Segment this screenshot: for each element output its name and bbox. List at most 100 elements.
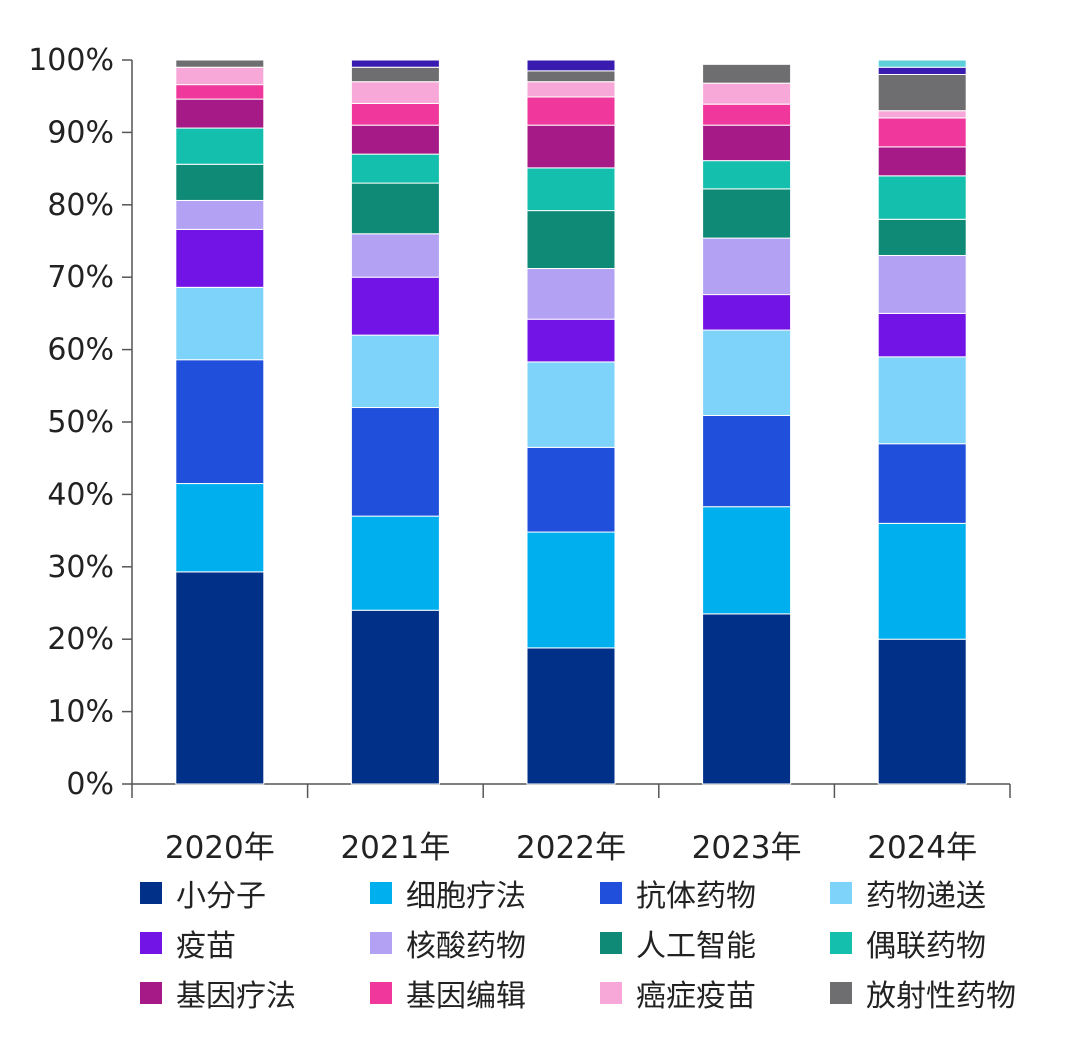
- legend-swatch: [600, 882, 622, 904]
- bar-segment: [702, 82, 792, 105]
- bar-segment: [350, 276, 440, 336]
- bar-segment: [702, 414, 792, 508]
- legend-swatch: [830, 882, 852, 904]
- bar-segment: [702, 124, 792, 162]
- bar-segment: [350, 66, 440, 83]
- legend-label: 药物递送: [866, 879, 986, 914]
- legend-swatch: [830, 932, 852, 954]
- legend-label: 人工智能: [636, 929, 756, 964]
- bar-segment: [702, 613, 792, 785]
- bar-segment: [702, 294, 792, 331]
- bar-segment: [702, 188, 792, 239]
- bar-segment: [702, 237, 792, 296]
- y-tick-label: 40%: [47, 477, 114, 512]
- bar-segment: [350, 182, 440, 235]
- bar-segment: [175, 199, 265, 230]
- bar-segment: [877, 146, 967, 177]
- y-tick-label: 0%: [66, 767, 114, 802]
- bar-segment: [877, 110, 967, 119]
- x-tick-label: 2023年: [692, 830, 802, 866]
- legend-item: 人工智能: [600, 922, 830, 964]
- bar-segment: [350, 124, 440, 155]
- legend-label: 基因编辑: [406, 979, 526, 1014]
- legend-label: 偶联药物: [866, 929, 986, 964]
- y-tick-label: 60%: [47, 333, 114, 368]
- legend-label: 抗体药物: [636, 879, 756, 914]
- bar-segment: [526, 210, 616, 270]
- bar-segment: [350, 81, 440, 104]
- bar-segment: [877, 117, 967, 148]
- bar-segment: [702, 103, 792, 126]
- bar-segment: [350, 102, 440, 126]
- bar-segment: [526, 268, 616, 320]
- legend-item: 细胞疗法: [370, 872, 600, 914]
- y-tick-label: 100%: [28, 43, 114, 78]
- legend-swatch: [140, 932, 162, 954]
- legend-label: 核酸药物: [406, 929, 526, 964]
- legend-swatch: [370, 882, 392, 904]
- bar-segment: [350, 233, 440, 278]
- bar-segment: [526, 81, 616, 98]
- bar-segment: [350, 407, 440, 517]
- bar-segment: [526, 361, 616, 448]
- bar-segment: [175, 59, 265, 68]
- legend-item: 疫苗: [140, 922, 370, 964]
- x-tick-label: 2020年: [165, 830, 275, 866]
- legend-label: 基因疗法: [176, 979, 296, 1014]
- bar-segment: [526, 647, 616, 785]
- x-tick-label: 2024年: [867, 830, 977, 866]
- legend-label: 癌症疫苗: [636, 979, 756, 1014]
- bar-segment: [702, 160, 792, 190]
- bar-segment: [702, 506, 792, 615]
- bar-segment: [175, 571, 265, 785]
- x-tick-label: 2022年: [516, 830, 626, 866]
- legend-label: 小分子: [176, 879, 266, 914]
- bar-segment: [526, 531, 616, 649]
- legend-item: 核酸药物: [370, 922, 600, 964]
- bar-segment: [526, 167, 616, 212]
- bar-segment: [526, 59, 616, 72]
- legend-item: 癌症疫苗: [600, 972, 830, 1014]
- bar-segment: [877, 175, 967, 220]
- bar-segment: [175, 483, 265, 573]
- bar-segment: [175, 84, 265, 100]
- bar-segment: [877, 638, 967, 785]
- legend-item: 基因疗法: [140, 972, 370, 1014]
- legend-label: 放射性药物: [866, 979, 1016, 1014]
- y-tick-label: 50%: [47, 405, 114, 440]
- bar-segment: [175, 127, 265, 165]
- bar-segment: [526, 96, 616, 126]
- y-tick-label: 30%: [47, 550, 114, 585]
- legend-item: 药物递送: [830, 872, 1060, 914]
- y-tick-label: 80%: [47, 188, 114, 223]
- y-tick-label: 70%: [47, 260, 114, 295]
- bar-segment: [702, 329, 792, 416]
- bars: [175, 59, 967, 785]
- stacked-bar-chart: 0%10%20%30%40%50%60%70%80%90%100% 2020年 2…: [28, 43, 1011, 866]
- bar-segment: [175, 286, 265, 361]
- legend-swatch: [830, 982, 852, 1004]
- legend-swatch: [370, 932, 392, 954]
- y-tick-label: 20%: [47, 622, 114, 657]
- bar-segment: [350, 515, 440, 611]
- bar-segment: [526, 318, 616, 363]
- legend-item: 偶联药物: [830, 922, 1060, 964]
- bar-segment: [350, 609, 440, 785]
- bar-segment: [526, 446, 616, 533]
- bar-segment: [877, 254, 967, 314]
- bar-segment: [526, 124, 616, 169]
- legend-swatch: [600, 932, 622, 954]
- legend-swatch: [140, 882, 162, 904]
- bar-segment: [877, 59, 967, 68]
- legend-item: 基因编辑: [370, 972, 600, 1014]
- legend-label: 疫苗: [176, 929, 236, 964]
- legend-item: 小分子: [140, 872, 370, 914]
- bar-segment: [702, 63, 792, 84]
- bar-segment: [877, 218, 967, 256]
- legend-item: 抗体药物: [600, 872, 830, 914]
- bar-segment: [877, 73, 967, 112]
- bar-segment: [175, 98, 265, 129]
- y-tick-label: 10%: [47, 695, 114, 730]
- bar-segment: [877, 66, 967, 75]
- x-tick-label: 2021年: [340, 830, 450, 866]
